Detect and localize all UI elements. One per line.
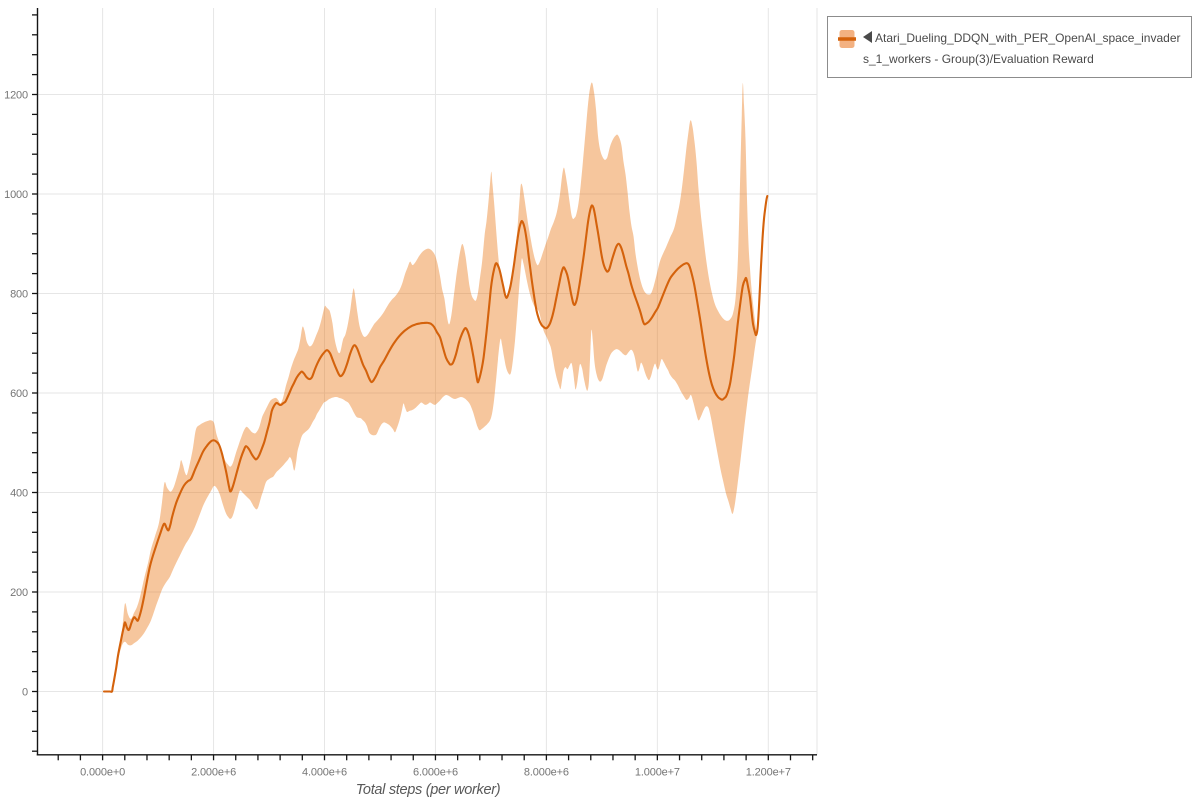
svg-text:8.000e+6: 8.000e+6 xyxy=(524,767,569,779)
svg-text:Total steps (per worker): Total steps (per worker) xyxy=(356,782,501,798)
svg-text:800: 800 xyxy=(10,288,28,300)
svg-text:1000: 1000 xyxy=(4,189,28,201)
svg-text:1.200e+7: 1.200e+7 xyxy=(746,767,791,779)
svg-text:4.000e+6: 4.000e+6 xyxy=(302,767,347,779)
svg-text:1.000e+7: 1.000e+7 xyxy=(635,767,680,779)
svg-text:0.000e+0: 0.000e+0 xyxy=(80,767,125,779)
svg-text:2.000e+6: 2.000e+6 xyxy=(191,767,236,779)
svg-text:400: 400 xyxy=(10,487,28,499)
svg-text:0: 0 xyxy=(22,686,28,698)
svg-text:600: 600 xyxy=(10,388,28,400)
svg-text:1200: 1200 xyxy=(4,89,28,101)
svg-text:6.000e+6: 6.000e+6 xyxy=(413,767,458,779)
svg-text:200: 200 xyxy=(10,587,28,599)
